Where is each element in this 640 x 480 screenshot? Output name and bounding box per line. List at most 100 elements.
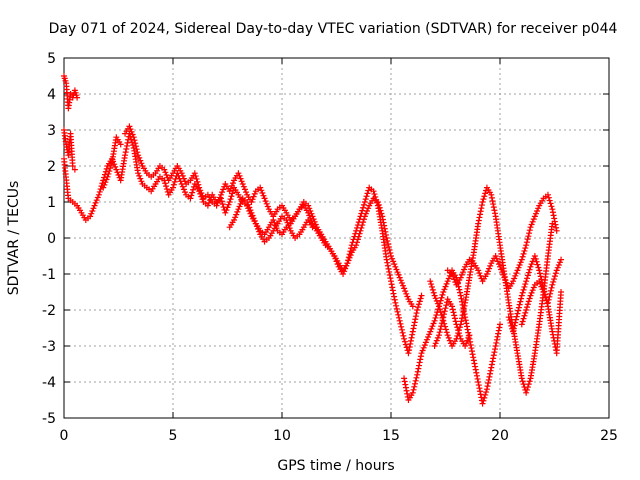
data-point-dense xyxy=(486,265,493,272)
data-point-dense xyxy=(442,283,449,290)
data-point-dense xyxy=(450,273,457,280)
data-point-dense xyxy=(471,360,478,367)
data-point xyxy=(497,321,503,328)
data-point-dense xyxy=(489,197,496,204)
data-point xyxy=(510,278,517,285)
data-point-dense xyxy=(547,290,554,297)
data-point-dense xyxy=(423,336,430,343)
data-point-dense xyxy=(438,294,445,301)
data-point-dense xyxy=(492,346,499,353)
data-point-dense xyxy=(428,283,435,290)
data-point-dense xyxy=(264,203,271,210)
data-point-dense xyxy=(515,307,522,314)
data-point-dense xyxy=(498,266,505,273)
data-point-dense xyxy=(430,289,437,296)
data-point-dense xyxy=(195,181,202,188)
data-point-dense xyxy=(485,376,492,383)
data-point-dense xyxy=(249,196,256,203)
data-point xyxy=(401,375,408,382)
data-point xyxy=(252,220,259,227)
data-point-dense xyxy=(537,273,544,280)
data-point-dense xyxy=(468,348,475,355)
data-point-dense xyxy=(522,309,529,316)
data-point-dense xyxy=(403,290,410,297)
data-point-dense xyxy=(522,281,529,288)
data-point-dense xyxy=(249,212,256,219)
data-point-dense xyxy=(395,311,402,318)
data-point-dense xyxy=(477,391,484,398)
data-point-dense xyxy=(227,185,234,192)
data-point-dense xyxy=(519,289,526,296)
data-point-dense xyxy=(532,210,539,217)
data-point xyxy=(414,307,421,313)
x-tick-label: 10 xyxy=(273,428,291,444)
data-point-dense xyxy=(122,149,129,156)
data-point xyxy=(383,256,390,263)
data-point-dense xyxy=(552,270,559,277)
data-point xyxy=(431,343,438,349)
data-point-dense xyxy=(102,179,109,186)
data-point-dense xyxy=(362,196,369,203)
data-point-dense xyxy=(463,323,470,330)
y-axis-label: SDTVAR / TECUs xyxy=(6,181,22,296)
data-point-dense xyxy=(401,378,408,385)
data-point xyxy=(396,317,403,324)
data-point-dense xyxy=(526,266,533,273)
data-point-dense xyxy=(90,205,97,212)
data-point xyxy=(248,209,255,216)
data-point xyxy=(91,202,98,209)
data-point xyxy=(235,206,242,213)
data-point-dense xyxy=(416,359,423,366)
data-point xyxy=(204,202,211,209)
data-point-dense xyxy=(465,334,472,341)
data-point-dense xyxy=(525,269,532,276)
data-point-dense xyxy=(437,309,444,316)
data-point-dense xyxy=(413,374,420,381)
data-point-dense xyxy=(387,250,394,256)
data-point xyxy=(523,242,530,249)
data-point xyxy=(444,332,451,339)
data-point-dense xyxy=(136,154,143,161)
data-point-dense xyxy=(491,207,498,214)
data-point xyxy=(67,91,74,97)
data-point-dense xyxy=(416,298,423,305)
data-point xyxy=(466,332,473,339)
data-point-dense xyxy=(131,137,138,144)
data-point-dense xyxy=(432,295,439,302)
data-point-dense xyxy=(391,293,398,300)
data-point xyxy=(340,271,347,277)
data-point-dense xyxy=(511,322,518,329)
data-point-dense xyxy=(463,320,470,327)
data-point-dense xyxy=(170,181,177,188)
data-point-dense xyxy=(228,182,235,189)
x-tick-label: 5 xyxy=(169,428,178,444)
data-point xyxy=(257,184,264,191)
data-point-dense xyxy=(245,201,252,208)
data-point-dense xyxy=(133,146,140,153)
data-point-dense xyxy=(137,175,144,182)
data-point-dense xyxy=(220,186,227,193)
data-point-dense xyxy=(198,190,205,196)
data-point-dense xyxy=(516,262,523,268)
data-point-dense xyxy=(520,381,527,388)
data-point-dense xyxy=(351,233,358,240)
data-point-dense xyxy=(520,286,527,293)
series-segment-7 xyxy=(427,184,556,396)
data-point-dense xyxy=(432,340,439,347)
data-point xyxy=(117,141,124,148)
data-point-dense xyxy=(475,382,482,389)
data-point-dense xyxy=(443,302,450,309)
data-point-dense xyxy=(234,208,241,215)
data-point-dense xyxy=(526,295,533,302)
data-point-dense xyxy=(341,268,348,275)
y-tick-labels: -5 -4 -3 -2 -1 0 1 2 3 4 5 xyxy=(42,51,56,427)
data-point-dense xyxy=(475,217,482,224)
data-point-dense xyxy=(285,222,292,229)
data-point-dense xyxy=(395,314,402,321)
data-point-dense xyxy=(476,214,483,221)
data-point-dense xyxy=(490,352,497,359)
data-point-dense xyxy=(251,217,258,224)
data-point-dense xyxy=(227,196,234,203)
data-point xyxy=(518,292,525,299)
data-point-dense xyxy=(552,221,559,228)
